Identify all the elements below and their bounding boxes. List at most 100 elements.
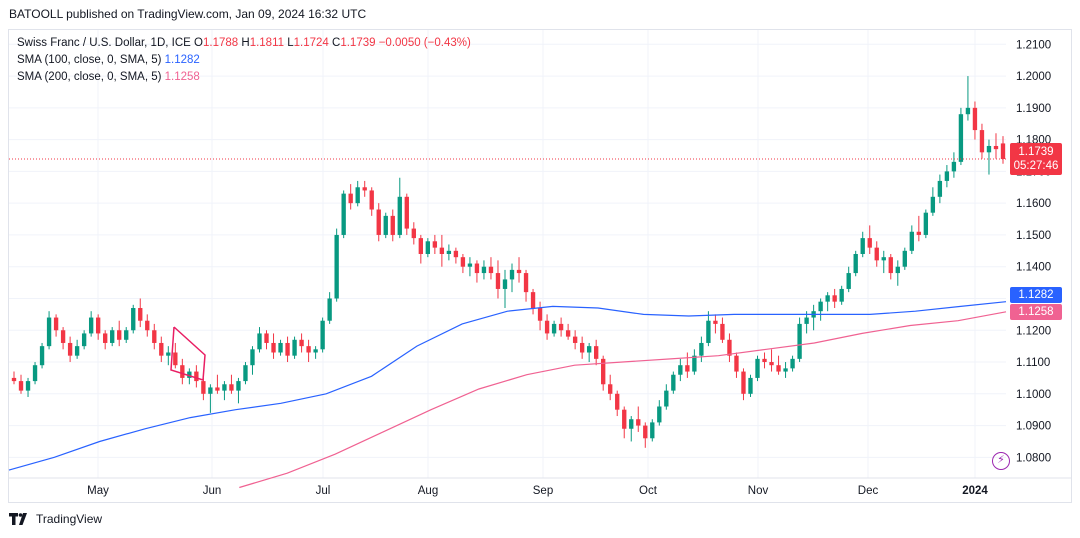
candle-down	[117, 330, 122, 340]
legend-sma100-label: SMA (100, close, 0, SMA, 5)	[17, 54, 162, 66]
candle-up	[502, 279, 508, 289]
lightning-icon[interactable]: ⚡	[992, 452, 1010, 470]
candle-up	[313, 349, 318, 353]
candle-down	[264, 333, 269, 343]
candle-up	[257, 333, 262, 350]
candle-down	[594, 346, 599, 359]
x-tick-label: Dec	[858, 485, 879, 497]
candle-up	[551, 323, 557, 334]
candle-down	[579, 342, 585, 353]
candle-up	[951, 161, 957, 172]
candle-down	[299, 339, 304, 347]
candle-down	[390, 215, 395, 235]
candle-down	[453, 250, 459, 258]
candle-up	[923, 212, 929, 235]
candle-up	[341, 193, 346, 235]
sma200-price-tag: 1.1258	[1010, 304, 1062, 320]
candle-up	[699, 342, 704, 356]
candle-up	[131, 308, 136, 331]
candle-up	[383, 215, 388, 235]
x-tick-label: Nov	[748, 485, 769, 497]
candle-down	[306, 346, 311, 353]
candle-up	[804, 317, 809, 324]
y-tick-label: 1.2000	[1016, 71, 1051, 83]
y-tick-label: 1.1600	[1016, 198, 1051, 210]
candle-up	[166, 352, 171, 356]
candle-down	[145, 320, 150, 331]
candle-down	[769, 362, 774, 366]
legend-sma200-row[interactable]: SMA (200, close, 0, SMA, 5) 1.1258	[17, 69, 471, 86]
legend-sma100-row[interactable]: SMA (100, close, 0, SMA, 5) 1.1282	[17, 52, 471, 69]
candle-down	[152, 330, 157, 343]
candle-up	[986, 145, 992, 153]
candle-down	[523, 273, 529, 293]
candle-up	[509, 269, 515, 280]
candle-down	[1000, 143, 1006, 159]
candle-up	[187, 371, 192, 378]
candle-down	[460, 257, 466, 267]
footer-brand-name: TradingView	[36, 512, 103, 526]
y-tick-label: 1.1200	[1016, 325, 1051, 337]
candle-down	[874, 247, 879, 261]
legend-sma200-label: SMA (200, close, 0, SMA, 5)	[17, 71, 162, 83]
legend-symbol[interactable]: Swiss Franc / U.S. Dollar, 1D, ICE	[17, 37, 191, 49]
x-tick-label: Oct	[639, 485, 658, 497]
sma100-price-tag: 1.1282	[1010, 287, 1062, 303]
candle-up	[818, 301, 823, 312]
candle-up	[839, 288, 844, 302]
candle-down	[713, 320, 718, 324]
legend-low-label: L	[287, 37, 294, 49]
y-tick-label: 1.0800	[1016, 452, 1051, 464]
candle-up	[692, 355, 697, 372]
tradingview-logo-icon	[9, 513, 27, 525]
candle-down	[832, 295, 837, 302]
candle-down	[404, 196, 409, 229]
candle-up	[790, 358, 795, 369]
candle-up	[657, 406, 662, 423]
x-tick-label: Sep	[533, 485, 553, 497]
candle-up	[755, 358, 760, 378]
candle-up	[110, 330, 115, 343]
legend-sma100-value: 1.1282	[164, 54, 200, 66]
legend-ohlc-row: Swiss Franc / U.S. Dollar, 1D, ICE O1.17…	[17, 35, 471, 52]
legend-open-label: O	[194, 37, 203, 49]
candle-down	[271, 342, 276, 353]
candle-up	[797, 323, 802, 359]
legend-high-label: H	[241, 37, 250, 49]
candle-up	[208, 387, 213, 394]
trendline-drawing[interactable]	[170, 326, 206, 381]
y-tick-label: 1.2100	[1016, 39, 1051, 51]
candle-down	[18, 381, 24, 391]
candle-down	[720, 323, 725, 340]
candle-down	[474, 263, 480, 274]
candle-down	[488, 266, 494, 274]
candle-down	[439, 247, 445, 254]
candle-down	[608, 384, 613, 394]
candle-down	[11, 377, 17, 382]
legend-close-label: C	[332, 37, 341, 49]
y-tick-label: 1.1500	[1016, 230, 1051, 242]
candle-up	[32, 365, 38, 382]
candle-up	[481, 266, 487, 274]
legend-close-value: 1.1739	[340, 37, 376, 49]
y-tick-label: 1.1900	[1016, 103, 1051, 115]
candle-up	[909, 231, 914, 251]
candle-down	[285, 342, 290, 356]
candle-down	[544, 320, 550, 334]
candle-up	[39, 346, 45, 366]
candle-down	[558, 323, 564, 331]
x-tick-label: Jun	[203, 485, 222, 497]
candle-down	[530, 292, 536, 309]
candle-up	[825, 295, 830, 302]
x-tick-label: Aug	[418, 485, 438, 497]
bar-countdown: 05:27:46	[1013, 160, 1059, 172]
candle-down	[418, 238, 423, 254]
candle-down	[60, 330, 66, 343]
legend-open-value: 1.1788	[202, 37, 239, 49]
candle-up	[124, 330, 129, 340]
candle-down	[993, 145, 999, 150]
candle-down	[979, 130, 985, 153]
candle-down	[537, 308, 543, 321]
legend-sma200-value: 1.1258	[164, 71, 200, 83]
